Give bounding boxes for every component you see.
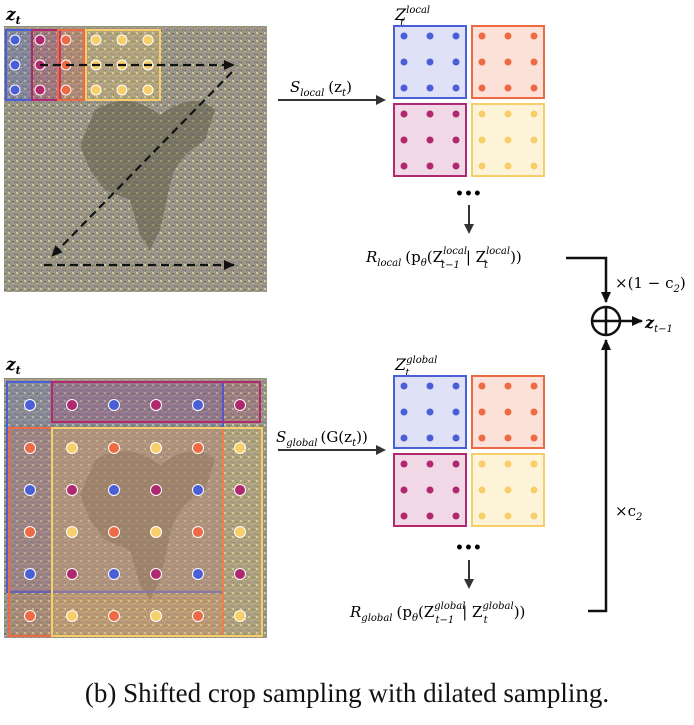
top-ellipsis: ••• [455,186,482,202]
top-scan-path [40,60,235,270]
top-to-sum-line [566,256,611,303]
top-noisy-image [4,26,267,292]
bottom-crop-windows [6,381,263,637]
top-patch-blue [393,25,467,99]
bottom-patch-yellow [471,453,545,527]
bottom-recon-label: Rglobal (pθ(Zglobal t−1 | Zglobal t)) [349,601,525,626]
top-image-label: zt [5,5,21,27]
bottom-patch-blue [393,375,467,449]
bottom-grid-label: Zglobal t [394,355,437,379]
bottom-patch-orange [471,375,545,449]
bottom-image-label: zt [5,355,21,377]
top-crop-dots [9,34,154,96]
top-patch-grid [393,25,545,177]
bottom-ellipsis: ••• [455,540,482,556]
bottom-patch-grid [393,375,545,527]
bottom-patch-magenta [393,453,467,527]
top-patch-orange [471,25,545,99]
top-grid-label: Zlocal t [394,5,430,29]
bottom-weight-label: ×c2 [615,502,642,523]
top-patch-magenta [393,103,467,177]
top-sample-label: Slocal (zt) [290,78,352,99]
output-label: zt−1 [644,313,673,335]
bottom-to-sum-line [588,339,611,613]
scan-arrow-2 [51,71,233,257]
bottom-crop-dots [24,399,246,622]
top-weight-label: ×(1 − c2) [615,274,686,295]
figure-caption: (b) Shifted crop sampling with dilated s… [84,678,610,708]
top-recon-label: Rlocal (pθ(Zlocal t−1 | Zlocal t)) [365,246,522,271]
top-patch-yellow [471,103,545,177]
bottom-sample-label: Sglobal (G(zt)) [276,428,368,449]
sum-node [590,305,622,337]
